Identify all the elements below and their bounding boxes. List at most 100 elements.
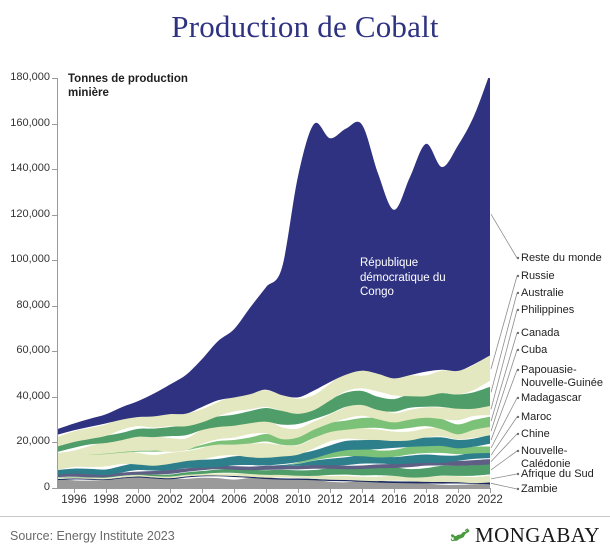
legend-leader-dot [516, 487, 520, 491]
area-series [58, 425, 490, 470]
legend-leader-dot [516, 291, 520, 295]
y-axis-tick-mark [52, 260, 57, 262]
legend-leader-dot [516, 472, 520, 476]
legend-item[interactable]: Maroc [521, 411, 552, 423]
series-annotation-drc: République démocratique du Congo [360, 257, 446, 298]
legend-item[interactable]: Philippines [521, 304, 575, 316]
legend-leader-line [490, 450, 518, 471]
x-axis-tick-mark [74, 489, 75, 493]
legend-leader-dot [516, 432, 520, 436]
y-axis-tick-mark [52, 488, 57, 489]
area-series [58, 78, 490, 435]
plot-area [58, 78, 490, 488]
brand-name: MONGABAY [475, 523, 600, 547]
legend-item[interactable]: Australie [521, 287, 564, 299]
mongabay-logo: MONGABAY [449, 524, 600, 546]
legend-leader-dot [516, 396, 520, 400]
x-axis-tick-label: 2018 [413, 494, 439, 506]
x-axis-tick-mark [490, 489, 491, 493]
area-series [58, 462, 490, 478]
legend-leader-dot [516, 368, 520, 372]
legend-item[interactable]: Cuba [521, 344, 548, 356]
legend-leader-line [490, 213, 518, 259]
y-axis-tick-label: 120,000 [10, 207, 50, 220]
x-axis-tick-label: 2014 [349, 494, 375, 506]
y-axis-tick-label: 160,000 [10, 116, 50, 129]
y-axis-tick-mark [52, 442, 57, 444]
x-axis-tick-label: 1998 [93, 494, 119, 506]
legend-item[interactable]: Reste du monde [521, 252, 602, 264]
legend-item[interactable]: Russie [521, 270, 555, 282]
y-axis-tick-mark [52, 305, 57, 307]
y-axis-tick-mark [52, 351, 57, 353]
x-axis-tick-label: 2016 [381, 494, 407, 506]
y-axis-tick-mark [52, 169, 57, 171]
x-axis-tick-label: 2022 [477, 494, 503, 506]
area-series [58, 473, 490, 484]
legend-leader-dot [516, 256, 520, 260]
y-axis-tick-mark [52, 78, 57, 79]
legend-leader-line [490, 292, 518, 393]
legend-item[interactable]: Madagascar [521, 392, 582, 404]
y-axis-line [57, 78, 58, 489]
x-axis-tick-label: 2004 [189, 494, 215, 506]
legend-leader-dot [516, 449, 520, 453]
y-axis-tick-label: 60,000 [16, 344, 50, 357]
x-axis-tick-label: 2006 [221, 494, 247, 506]
area-series [58, 386, 490, 452]
legend-item[interactable]: Papouasie- Nouvelle-Guinée [521, 364, 603, 389]
area-series [58, 459, 490, 478]
x-axis-tick-mark [234, 489, 235, 493]
x-axis-tick-mark [394, 489, 395, 493]
page-title: Production de Cobalt [171, 9, 439, 44]
legend-leader-dot [516, 415, 520, 419]
legend-leader-dot [516, 274, 520, 278]
y-axis-tick-label: 100,000 [10, 253, 50, 266]
x-axis-tick-mark [298, 489, 299, 493]
y-axis-tick-mark [52, 123, 57, 125]
area-series [58, 434, 490, 476]
x-axis-tick-label: 2008 [253, 494, 279, 506]
area-series [58, 353, 490, 447]
legend-item[interactable]: Afrique du Sud [521, 468, 594, 480]
gecko-icon [450, 528, 470, 542]
legend-leader-dot [516, 308, 520, 312]
legend-leader-line [490, 433, 518, 462]
y-axis-unit-label: Tonnes de production minière [68, 73, 188, 99]
legend-item[interactable]: Canada [521, 327, 560, 339]
x-axis-tick-mark [170, 489, 171, 493]
legend-leader-line [490, 482, 518, 490]
stacked-area-plot [58, 78, 490, 488]
y-axis-tick-label: 0 [43, 481, 50, 493]
legend-leader-line [490, 349, 518, 432]
legend-item[interactable]: Nouvelle- Calédonie [521, 445, 571, 470]
y-axis-tick-label: 140,000 [10, 162, 50, 175]
y-axis-tick-label: 20,000 [16, 435, 50, 448]
x-axis-tick-mark [202, 489, 203, 493]
y-axis-tick-mark [52, 214, 57, 216]
footer-divider [0, 516, 610, 517]
x-axis-tick-mark [330, 489, 331, 493]
x-axis-tick-label: 2002 [157, 494, 183, 506]
legend-item[interactable]: Zambie [521, 483, 558, 495]
x-axis-tick-label: 2020 [445, 494, 471, 506]
x-axis-tick-label: 2010 [285, 494, 311, 506]
legend-item[interactable]: Chine [521, 428, 550, 440]
legend-leader-line [490, 332, 518, 422]
y-axis-tick-label: 180,000 [10, 71, 50, 83]
legend-leader-line [490, 473, 518, 480]
x-axis-tick-label: 2012 [317, 494, 343, 506]
source-caption: Source: Energy Institute 2023 [10, 529, 175, 543]
area-series [58, 475, 490, 485]
x-axis-tick-mark [266, 489, 267, 493]
legend-leader-line [490, 309, 518, 410]
y-axis-tick-label: 80,000 [16, 298, 50, 311]
x-axis-tick-label: 1996 [61, 494, 87, 506]
legend-leader-dot [516, 348, 520, 352]
y-axis-tick-label: 40,000 [16, 389, 50, 402]
area-series [58, 401, 490, 458]
x-axis-tick-mark [458, 489, 459, 493]
